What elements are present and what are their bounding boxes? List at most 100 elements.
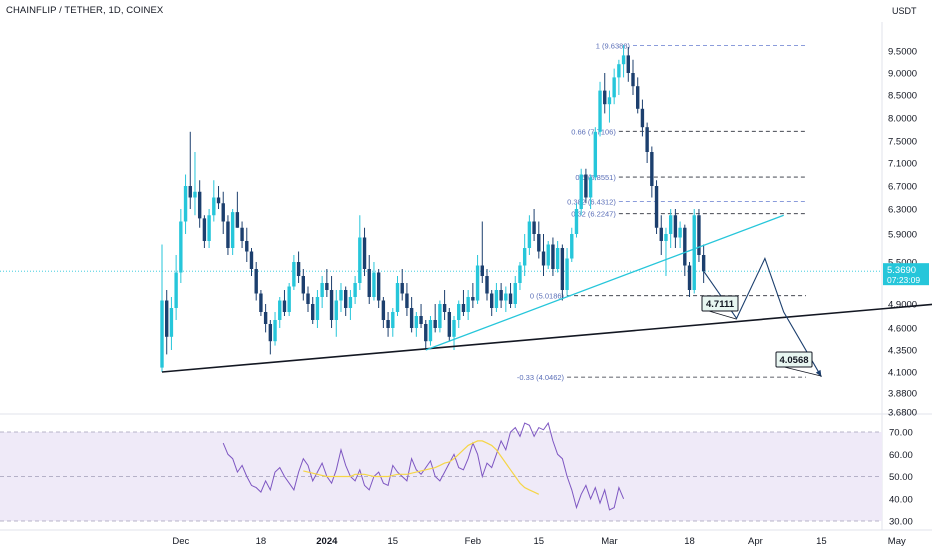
rsi-axis-tick: 70.00 bbox=[889, 428, 913, 439]
callout-box bbox=[775, 351, 813, 368]
price-axis-tick: 9.0000 bbox=[888, 69, 917, 80]
candle-body bbox=[593, 131, 598, 178]
candle-body bbox=[381, 300, 386, 320]
candle-body bbox=[588, 177, 593, 198]
candle-body bbox=[296, 262, 301, 276]
candle-body bbox=[188, 186, 192, 198]
fib-level-label: 0.382 (6.4312) bbox=[567, 197, 616, 206]
time-axis-label: 15 bbox=[534, 536, 545, 547]
fib-level-label: 0 (5.0186) bbox=[530, 292, 565, 301]
candle-body bbox=[607, 97, 612, 105]
time-axis-label: 18 bbox=[256, 536, 267, 547]
candle-body bbox=[612, 77, 616, 98]
support-trendline bbox=[161, 303, 932, 373]
price-axis-tick: 4.1000 bbox=[888, 368, 917, 379]
symbol-title[interactable]: CHAINFLIP / TETHER, 1D, COINEX bbox=[6, 5, 164, 16]
fib-level-label: 0.32 (6.2247) bbox=[571, 210, 616, 219]
time-axis-label: 2024 bbox=[316, 536, 338, 547]
candle-body bbox=[367, 269, 371, 297]
currency-label[interactable]: USDT bbox=[892, 6, 917, 16]
candle-body bbox=[348, 297, 353, 308]
candle-body bbox=[701, 255, 706, 272]
candle-body bbox=[372, 272, 376, 297]
candle-body bbox=[532, 221, 536, 234]
price-axis-tick: 3.6800 bbox=[888, 408, 917, 419]
fib-level-label: 0.5 (6.8551) bbox=[575, 173, 616, 182]
candle-body bbox=[235, 212, 240, 228]
candle-body bbox=[216, 197, 221, 204]
candle-body bbox=[640, 108, 645, 128]
candle-body bbox=[424, 324, 428, 342]
candle-body bbox=[362, 237, 367, 269]
projection-arrowhead bbox=[815, 369, 822, 377]
rsi-ma-line bbox=[303, 440, 540, 495]
target-callout: 4.0568 bbox=[775, 351, 822, 377]
time-axis-label: Feb bbox=[465, 536, 481, 547]
rsi-axis-tick: 50.00 bbox=[889, 472, 913, 483]
candle-body bbox=[636, 86, 640, 109]
candle-body bbox=[259, 293, 263, 312]
candle-body bbox=[169, 308, 174, 337]
candle-body bbox=[358, 237, 362, 283]
time-axis-label: May bbox=[888, 536, 906, 547]
candle-body bbox=[461, 304, 466, 312]
candle-body bbox=[221, 203, 225, 222]
price-axis-tick: 5.9000 bbox=[888, 230, 917, 241]
candle-body bbox=[343, 290, 348, 308]
price-axis: 9.5000 9.0000 8.5000 8.0000 7.5000 7.1000 6.70… bbox=[888, 47, 917, 419]
time-axis-label: 15 bbox=[388, 536, 399, 547]
time-axis-label: 18 bbox=[684, 536, 695, 547]
candle-body bbox=[395, 283, 400, 312]
candle-body bbox=[193, 191, 197, 198]
bar-countdown: 07:23:09 bbox=[887, 275, 920, 285]
candle-body bbox=[405, 293, 409, 308]
candle-body bbox=[683, 227, 687, 266]
price-axis-tick: 6.3000 bbox=[888, 205, 917, 216]
candle-body bbox=[438, 304, 442, 328]
candle-body bbox=[165, 300, 169, 337]
candle-body bbox=[301, 276, 305, 294]
candle-body bbox=[325, 283, 329, 290]
candle-body bbox=[207, 215, 211, 241]
candle-body bbox=[598, 90, 602, 132]
time-axis-label: Apr bbox=[748, 536, 763, 547]
rsi-axis-tick: 40.00 bbox=[889, 494, 913, 505]
candle-body bbox=[329, 290, 334, 320]
candle-body bbox=[240, 227, 244, 241]
price-axis-tick: 4.3500 bbox=[888, 346, 917, 357]
candle-body bbox=[447, 312, 452, 337]
candle-body bbox=[579, 174, 583, 209]
candle-body bbox=[230, 212, 235, 248]
price-axis-tick: 4.6000 bbox=[888, 324, 917, 335]
candle-body bbox=[466, 297, 470, 312]
candle-body bbox=[160, 300, 164, 368]
candle-body bbox=[541, 251, 546, 266]
candle-body bbox=[409, 308, 414, 328]
candle-body bbox=[678, 227, 682, 238]
candle-body bbox=[202, 218, 207, 241]
price-axis-tick: 7.1000 bbox=[888, 159, 917, 170]
candle-body bbox=[249, 251, 254, 269]
candle-body bbox=[273, 320, 277, 342]
candle-body bbox=[480, 265, 484, 276]
candle-body bbox=[485, 276, 489, 294]
candle-body bbox=[320, 283, 324, 297]
candle-body bbox=[457, 304, 461, 320]
candle-body bbox=[499, 290, 503, 301]
candle-body bbox=[442, 304, 447, 312]
candle-body bbox=[287, 286, 291, 312]
candle-body bbox=[282, 300, 287, 312]
candle-body bbox=[353, 283, 357, 297]
candle-body bbox=[522, 248, 527, 266]
candle-body bbox=[537, 234, 541, 252]
candle-body bbox=[292, 262, 296, 287]
time-axis-label: Dec bbox=[172, 536, 189, 547]
candle-body bbox=[603, 90, 607, 105]
candle-body bbox=[668, 215, 673, 234]
candle-body bbox=[179, 221, 183, 273]
candle-body bbox=[433, 320, 437, 328]
callout-label: 4.7111 bbox=[706, 299, 735, 310]
candle-body bbox=[645, 127, 649, 152]
rsi-axis-tick: 30.00 bbox=[889, 517, 913, 528]
candle-body bbox=[311, 304, 315, 320]
